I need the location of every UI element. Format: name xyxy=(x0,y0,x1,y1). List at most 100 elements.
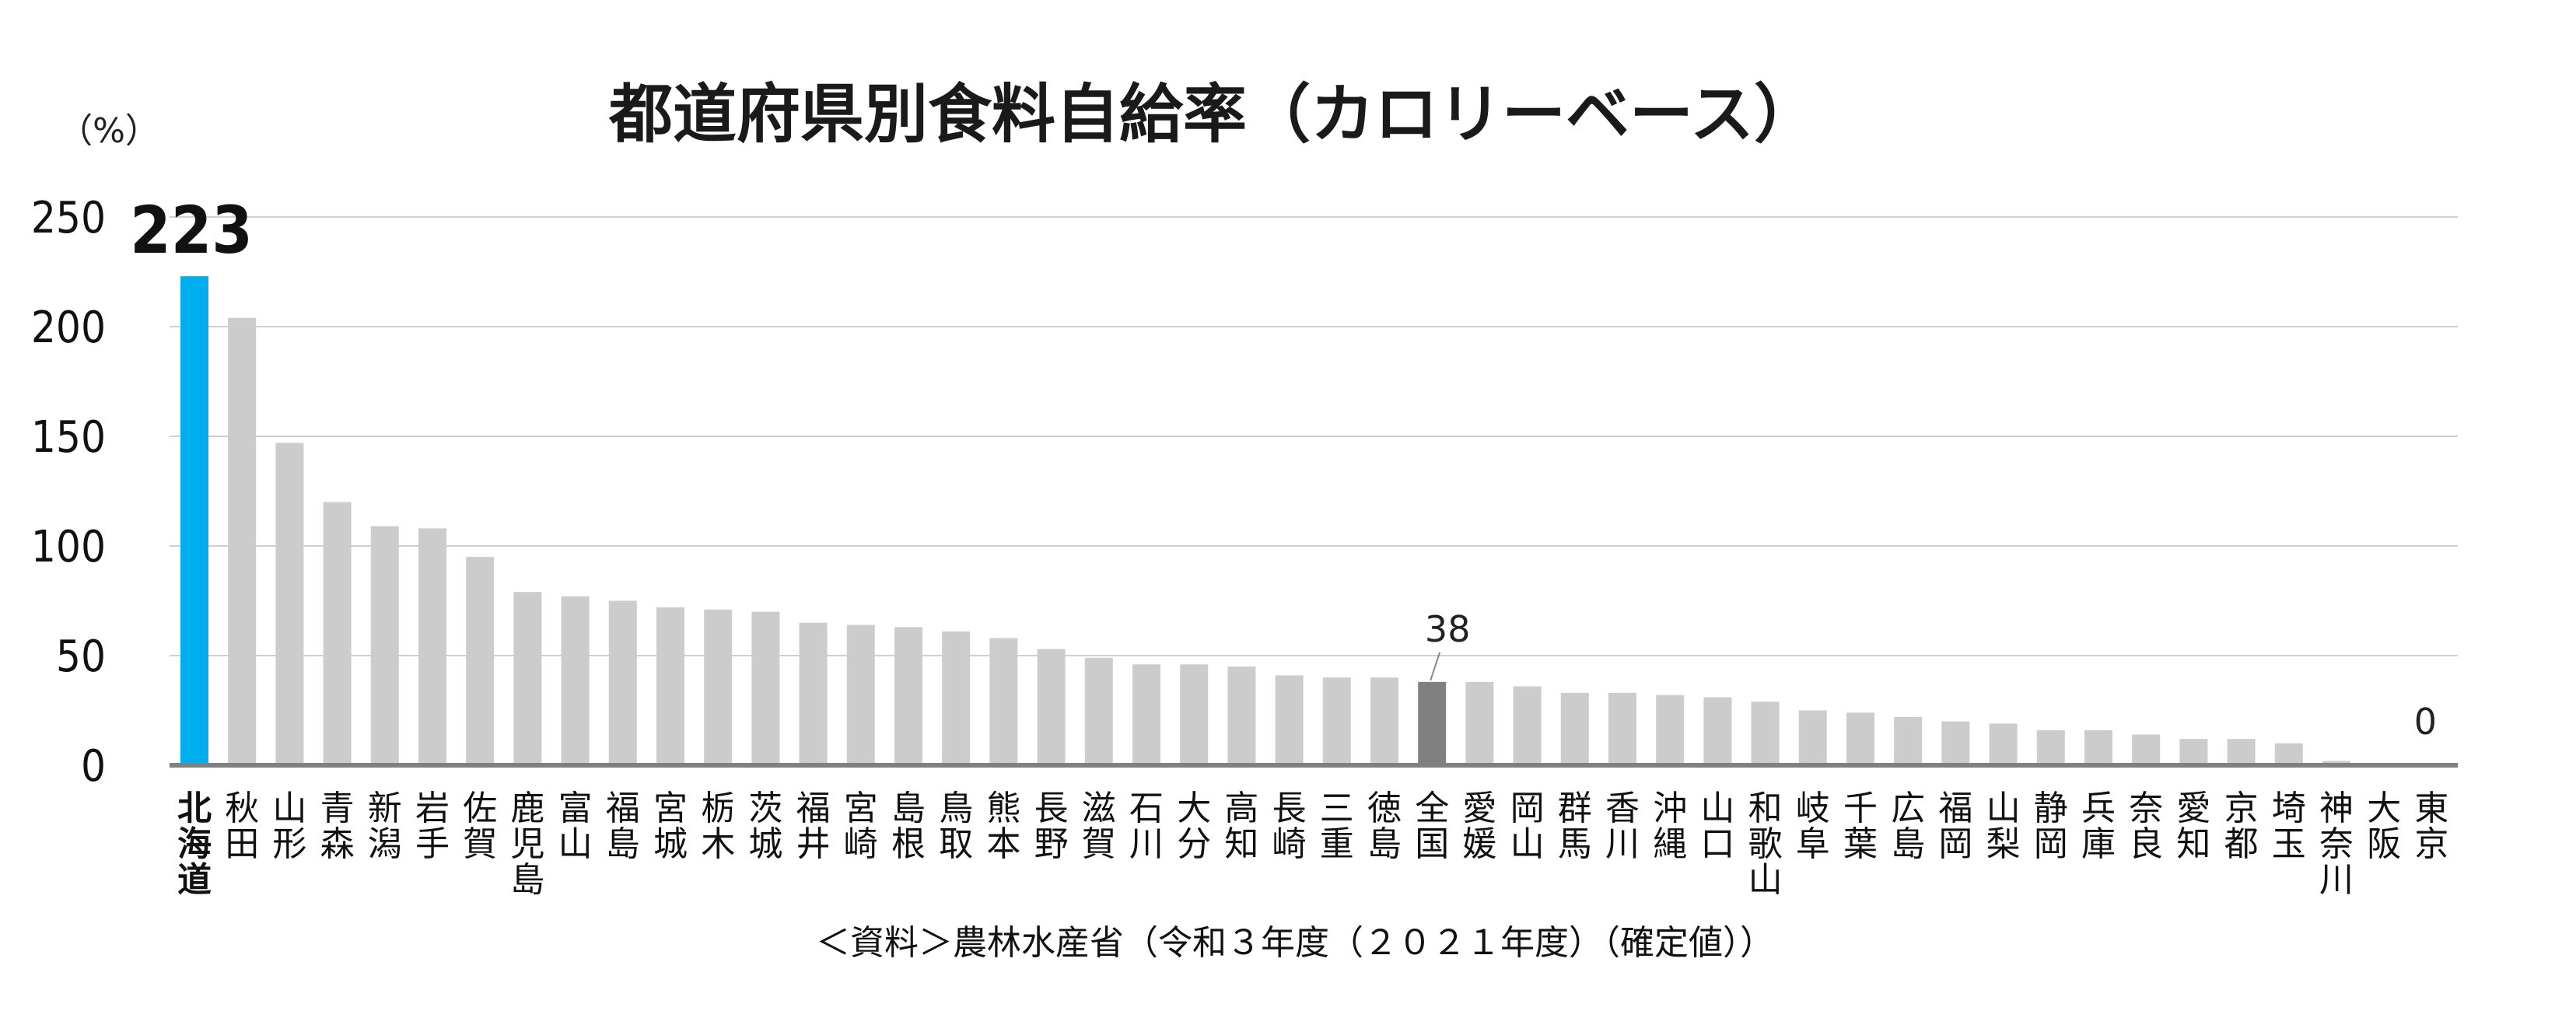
y-tick-label: 250 xyxy=(31,193,106,243)
x-tick-label: 佐賀 xyxy=(463,789,497,864)
bar xyxy=(1989,723,2018,765)
data-labels: 223 38 0 xyxy=(130,192,2437,743)
data-label: 0 xyxy=(2414,701,2437,743)
bar xyxy=(1418,681,1447,765)
bar xyxy=(228,317,257,766)
bar xyxy=(370,526,399,765)
gridlines xyxy=(170,216,2458,656)
x-tick-label: 埼玉 xyxy=(2272,789,2306,864)
x-tick-label: 千葉 xyxy=(1843,789,1878,864)
bar xyxy=(2227,739,2256,765)
y-tick-label: 200 xyxy=(31,303,106,353)
x-tick-label: 香川 xyxy=(1605,789,1640,864)
x-tick-label: 石川 xyxy=(1129,789,1164,864)
bar xyxy=(1798,710,1827,765)
x-tick-label: 山口 xyxy=(1700,789,1734,864)
x-tick-label: 富山 xyxy=(558,789,593,864)
x-tick-label: 宮崎 xyxy=(844,789,878,864)
bar xyxy=(2132,734,2161,765)
y-axis-ticks: 0 50 100 150 200 250 xyxy=(31,193,106,792)
bar xyxy=(1560,692,1589,765)
bar xyxy=(1132,664,1160,765)
bar xyxy=(1894,716,1923,765)
bar xyxy=(2036,729,2065,765)
bar xyxy=(1227,666,1256,765)
data-label: 223 xyxy=(130,192,253,268)
x-tick-label: 鹿児島 xyxy=(510,789,544,900)
bar xyxy=(2084,729,2112,765)
x-tick-label: 茨城 xyxy=(748,789,782,864)
bars xyxy=(180,276,2399,766)
x-tick-label: 福島 xyxy=(606,789,640,864)
x-tick-label: 群馬 xyxy=(1558,789,1592,864)
source-note: ＜資料＞農林水産省（令和３年度（２０２１年度）（確定値）） xyxy=(816,923,1774,963)
x-tick-label: 滋賀 xyxy=(1082,789,1116,864)
x-tick-label: 宮城 xyxy=(653,789,688,864)
x-tick-label: 福岡 xyxy=(1938,789,1972,864)
bar xyxy=(561,596,590,765)
bar xyxy=(799,622,828,765)
bar xyxy=(1322,677,1351,765)
bar xyxy=(608,600,637,765)
y-tick-label: 50 xyxy=(56,631,106,682)
bar xyxy=(1846,712,1874,765)
x-tick-label: 北海道 xyxy=(177,789,212,900)
x-tick-label: 岡山 xyxy=(1510,789,1545,864)
y-axis-unit-label: （%） xyxy=(58,111,159,151)
bar xyxy=(323,502,352,765)
bar xyxy=(1465,681,1494,765)
y-tick-label: 100 xyxy=(31,522,106,572)
x-tick-label: 大分 xyxy=(1177,789,1211,864)
y-tick-label: 0 xyxy=(81,741,106,792)
bar xyxy=(418,528,446,765)
x-tick-label: 岐阜 xyxy=(1796,789,1830,864)
bar xyxy=(1751,701,1780,765)
data-label: 38 xyxy=(1425,608,1471,650)
bar xyxy=(180,276,208,765)
bar xyxy=(656,607,684,765)
x-tick-label: 長崎 xyxy=(1272,789,1307,864)
y-tick-label: 150 xyxy=(31,412,106,463)
x-tick-label: 静岡 xyxy=(2034,789,2068,864)
x-tick-label: 広島 xyxy=(1891,789,1925,864)
bar xyxy=(1275,675,1304,765)
bar xyxy=(942,631,971,765)
x-tick-label: 山形 xyxy=(272,789,306,864)
bar xyxy=(466,557,495,765)
bar xyxy=(751,611,780,765)
bar xyxy=(1037,649,1066,765)
bar xyxy=(1608,692,1636,765)
x-tick-label: 新潟 xyxy=(368,789,402,864)
bar xyxy=(2274,743,2303,765)
bar xyxy=(989,638,1018,765)
x-tick-label: 秋田 xyxy=(225,789,259,864)
bar xyxy=(513,592,542,765)
x-tick-label: 鳥取 xyxy=(939,789,973,864)
category-labels: 北海道秋田山形青森新潟岩手佐賀鹿児島富山福島宮城栃木茨城福井宮崎島根鳥取熊本長野… xyxy=(177,789,2448,900)
bar xyxy=(1703,697,1732,765)
x-tick-label: 奈良 xyxy=(2129,789,2163,864)
x-tick-label: 熊本 xyxy=(986,789,1020,864)
bar xyxy=(1180,664,1209,765)
x-tick-label: 福井 xyxy=(796,789,831,864)
x-tick-label: 愛媛 xyxy=(1462,789,1496,864)
x-tick-label: 大阪 xyxy=(2367,789,2401,864)
x-tick-label: 青森 xyxy=(320,789,355,864)
x-tick-label: 沖縄 xyxy=(1653,789,1687,864)
x-tick-label: 山梨 xyxy=(1986,789,2021,864)
bar xyxy=(1084,657,1113,765)
bar xyxy=(846,624,875,765)
x-tick-label: 全国 xyxy=(1415,789,1449,864)
bar xyxy=(1370,677,1398,765)
bar xyxy=(894,627,922,765)
chart-title: 都道府県別食料自給率（カロリーベース） xyxy=(608,78,1818,152)
bar xyxy=(704,609,733,765)
leader-line xyxy=(1430,652,1441,681)
x-tick-label: 東京 xyxy=(2414,789,2448,864)
x-tick-label: 高知 xyxy=(1224,789,1258,864)
bar xyxy=(1941,721,1970,765)
x-tick-label: 三重 xyxy=(1320,789,1354,864)
x-tick-label: 長野 xyxy=(1034,789,1069,864)
bar xyxy=(1513,686,1542,765)
